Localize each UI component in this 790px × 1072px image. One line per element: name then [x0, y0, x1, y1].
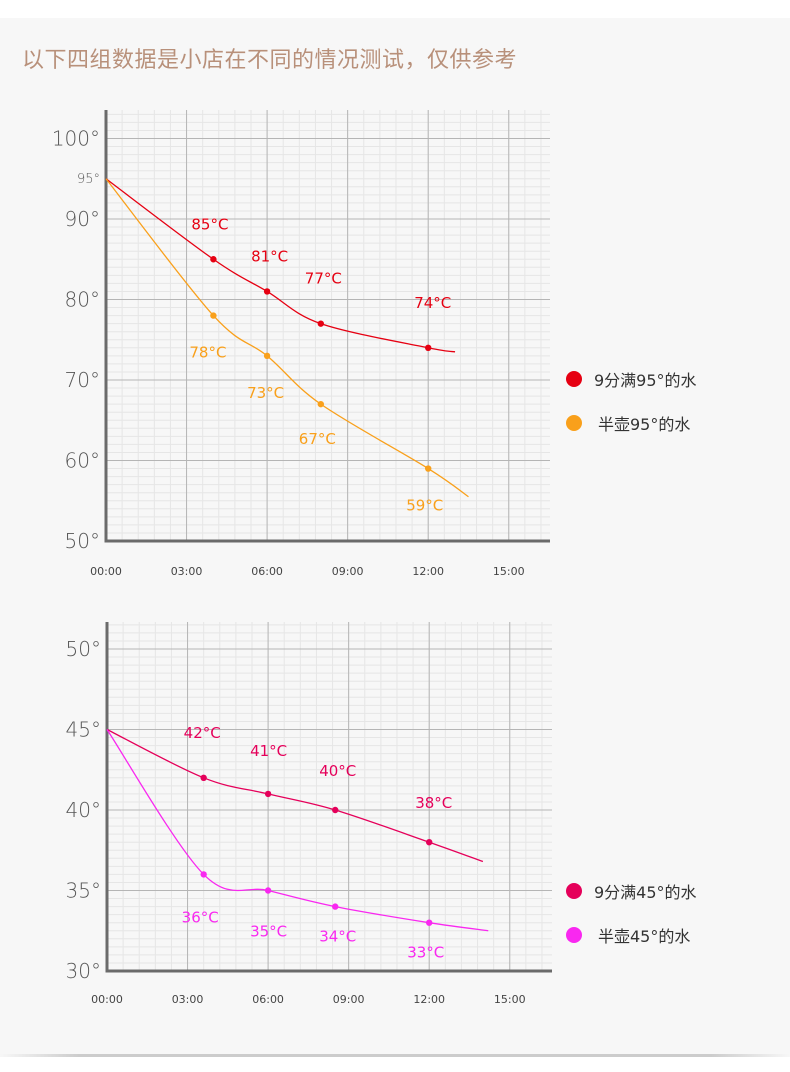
data-point	[200, 774, 207, 781]
data-point	[263, 352, 271, 360]
data-point	[200, 871, 207, 878]
data-point	[332, 903, 339, 910]
data-label: 41°C	[250, 742, 287, 760]
data-label: 34°C	[319, 928, 356, 946]
legend-dot-icon	[566, 415, 582, 431]
x-tick-label: 15:00	[494, 993, 526, 1006]
data-label: 85°C	[191, 215, 228, 233]
divider	[0, 1054, 790, 1057]
data-label: 67°C	[299, 430, 336, 448]
y-tick-label: 50°	[65, 529, 100, 553]
data-label: 73°C	[247, 384, 284, 402]
page-title: 以下四组数据是小店在不同的情况测试，仅供参考	[22, 48, 518, 73]
legend-label: 9分满45°的水	[594, 883, 697, 902]
data-point	[264, 790, 272, 798]
data-label: 40°C	[319, 762, 356, 780]
legend-dot-icon	[566, 371, 582, 387]
legend-item-full-95: 9分满95°的水	[566, 367, 697, 391]
data-label: 78°C	[189, 344, 226, 362]
y-tick-label: 40°	[66, 798, 101, 822]
y-tick-label: 95°	[77, 172, 100, 187]
data-point	[332, 806, 339, 814]
y-tick-label: 45°	[66, 718, 101, 742]
x-tick-label: 06:00	[252, 993, 284, 1006]
data-label: 59°C	[406, 497, 443, 515]
legend-dot-icon	[566, 883, 582, 899]
y-tick-label: 100°	[52, 127, 100, 151]
data-label: 42°C	[184, 724, 221, 742]
legend-dot-icon	[566, 927, 582, 943]
legend-label: 半壶95°的水	[598, 415, 691, 434]
x-tick-label: 15:00	[493, 565, 525, 578]
data-label: 36°C	[182, 908, 219, 926]
x-tick-label: 03:00	[171, 565, 203, 578]
x-tick-label: 09:00	[333, 993, 365, 1006]
y-tick-label: 90°	[65, 207, 100, 231]
x-tick-label: 12:00	[413, 993, 445, 1006]
data-point	[317, 400, 324, 408]
data-label: 81°C	[251, 247, 288, 265]
legend-label: 半壶45°的水	[598, 927, 691, 946]
legend-item-half-45: 半壶45°的水	[566, 923, 690, 947]
data-point	[425, 465, 432, 472]
y-tick-label: 50°	[66, 637, 101, 661]
bottom-strip	[0, 1057, 790, 1072]
y-tick-label: 60°	[65, 449, 100, 473]
y-tick-label: 70°	[65, 368, 100, 392]
legend-item-half-95: 半壶95°的水	[566, 411, 690, 435]
data-label: 77°C	[305, 270, 342, 288]
data-point	[425, 344, 432, 351]
data-point	[426, 839, 433, 846]
data-label: 74°C	[414, 294, 451, 312]
data-label: 33°C	[407, 944, 444, 962]
data-point	[210, 312, 217, 319]
legend-item-full-45: 9分满45°的水	[566, 879, 697, 903]
x-tick-label: 06:00	[251, 565, 283, 578]
data-label: 35°C	[250, 923, 287, 941]
data-point	[210, 256, 217, 263]
data-point	[426, 919, 433, 926]
data-point	[264, 887, 272, 894]
data-point	[317, 320, 324, 327]
data-label: 38°C	[415, 794, 452, 812]
legend-label: 9分满95°的水	[594, 371, 697, 390]
x-tick-label: 09:00	[332, 565, 364, 578]
y-tick-label: 30°	[66, 959, 101, 983]
y-tick-label: 35°	[66, 879, 101, 903]
x-tick-label: 00:00	[91, 993, 123, 1006]
top-bar	[0, 0, 790, 18]
x-tick-label: 12:00	[412, 565, 444, 578]
chart-95-degree: 00:00 03:00 06:00 09:00 12:00 15:00 100° 95° 90°…	[52, 110, 550, 578]
x-tick-label: 00:00	[90, 565, 122, 578]
x-tick-label: 03:00	[172, 993, 204, 1006]
data-point	[263, 288, 271, 295]
y-tick-label: 80°	[65, 288, 100, 312]
